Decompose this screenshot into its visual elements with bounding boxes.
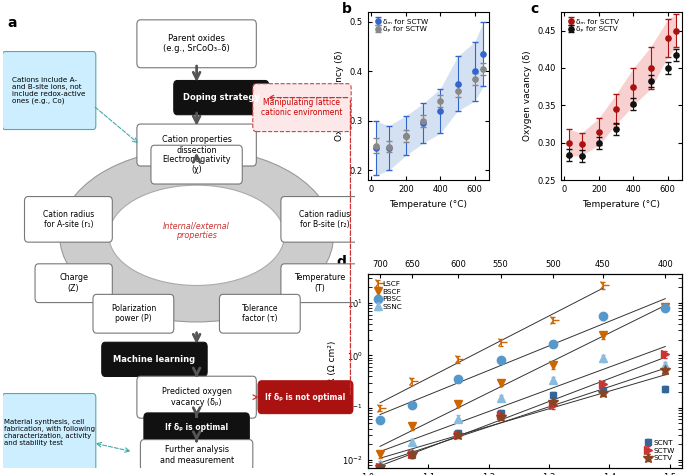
Text: Cation radius
for B-site (r₂): Cation radius for B-site (r₂): [299, 209, 351, 229]
FancyBboxPatch shape: [140, 439, 253, 471]
Text: a: a: [7, 17, 16, 30]
FancyBboxPatch shape: [253, 84, 351, 132]
FancyBboxPatch shape: [174, 80, 269, 114]
Legend: δₘ for SCTW, δₚ for SCTW: δₘ for SCTW, δₚ for SCTW: [372, 16, 431, 35]
Text: Further analysis
and measurement: Further analysis and measurement: [160, 446, 234, 465]
FancyBboxPatch shape: [258, 381, 353, 414]
FancyBboxPatch shape: [2, 394, 96, 472]
FancyBboxPatch shape: [219, 294, 300, 333]
FancyBboxPatch shape: [35, 264, 112, 303]
Text: Manipulating lattice
cationic environment: Manipulating lattice cationic environmen…: [261, 98, 342, 117]
Text: If δₚ is not optimal: If δₚ is not optimal: [265, 393, 346, 402]
FancyBboxPatch shape: [151, 145, 242, 184]
Legend: δₘ for SCTV, δₚ for SCTV: δₘ for SCTV, δₚ for SCTV: [564, 16, 621, 35]
FancyBboxPatch shape: [2, 52, 96, 130]
FancyBboxPatch shape: [25, 197, 112, 242]
Text: Tolerance
factor (τ): Tolerance factor (τ): [242, 304, 278, 323]
Ellipse shape: [60, 149, 334, 322]
Text: If δₚ is optimal: If δₚ is optimal: [165, 423, 228, 432]
Y-axis label: Oxygen vacancy (δ): Oxygen vacancy (δ): [523, 51, 532, 142]
X-axis label: Temperature (°C): Temperature (°C): [582, 200, 660, 209]
Text: Cation radius
for A-site (r₁): Cation radius for A-site (r₁): [42, 209, 94, 229]
Text: Temperature
(T): Temperature (T): [294, 274, 345, 293]
Text: Electronegativity
(χ): Electronegativity (χ): [162, 155, 231, 174]
FancyBboxPatch shape: [281, 264, 358, 303]
Text: Internal/external
properties: Internal/external properties: [163, 221, 230, 240]
Y-axis label: Oxygen vacancy (δ): Oxygen vacancy (δ): [335, 51, 345, 142]
Text: c: c: [531, 2, 539, 16]
FancyBboxPatch shape: [93, 294, 174, 333]
Text: Parent oxides
(e.g., SrCoO₃₋δ): Parent oxides (e.g., SrCoO₃₋δ): [163, 34, 230, 54]
FancyBboxPatch shape: [137, 124, 256, 166]
Text: Predicted oxygen
vacancy (δₚ): Predicted oxygen vacancy (δₚ): [162, 388, 232, 407]
FancyBboxPatch shape: [137, 376, 256, 418]
FancyBboxPatch shape: [144, 413, 249, 443]
Ellipse shape: [109, 185, 284, 285]
FancyBboxPatch shape: [137, 20, 256, 68]
FancyBboxPatch shape: [102, 342, 207, 377]
Text: Cation properties
dissection: Cation properties dissection: [162, 135, 232, 155]
Text: b: b: [341, 2, 351, 16]
Y-axis label: ASPR (Ω cm²): ASPR (Ω cm²): [327, 341, 337, 401]
Text: Polarization
power (P): Polarization power (P): [111, 304, 156, 323]
Legend: SCNT, SCTW, SCTV: SCNT, SCTW, SCTV: [643, 437, 678, 464]
Text: Doping strategy: Doping strategy: [183, 93, 260, 102]
Text: Material synthesis, cell
fabrication, with following
characterization, activity
: Material synthesis, cell fabrication, wi…: [3, 419, 95, 446]
Text: Machine learning: Machine learning: [114, 355, 195, 364]
Text: d: d: [336, 255, 347, 269]
FancyBboxPatch shape: [281, 197, 369, 242]
Text: Cations include A-
and B-site ions, not
include redox-active
ones (e.g., Co): Cations include A- and B-site ions, not …: [12, 77, 86, 104]
X-axis label: Temperature (°C): Temperature (°C): [389, 200, 467, 209]
Text: Charge
(Z): Charge (Z): [59, 274, 88, 293]
